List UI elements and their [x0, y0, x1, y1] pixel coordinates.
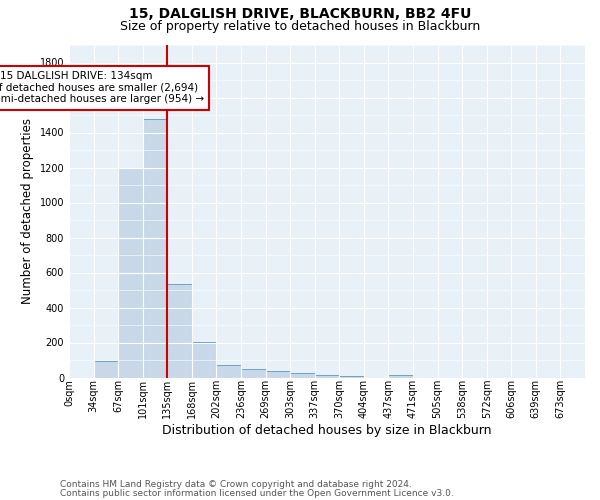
Text: Contains HM Land Registry data © Crown copyright and database right 2024.: Contains HM Land Registry data © Crown c… [60, 480, 412, 489]
X-axis label: Distribution of detached houses by size in Blackburn: Distribution of detached houses by size … [162, 424, 492, 437]
Bar [192, 342, 217, 378]
Bar [315, 375, 339, 378]
Bar [217, 365, 241, 378]
Bar [94, 361, 118, 378]
Bar [339, 376, 364, 378]
Text: Size of property relative to detached houses in Blackburn: Size of property relative to detached ho… [120, 20, 480, 33]
Bar [167, 284, 192, 378]
Text: 15 DALGLISH DRIVE: 134sqm
← 73% of detached houses are smaller (2,694)
26% of se: 15 DALGLISH DRIVE: 134sqm ← 73% of detac… [0, 71, 204, 104]
Bar [143, 118, 167, 378]
Y-axis label: Number of detached properties: Number of detached properties [21, 118, 34, 304]
Bar [388, 375, 413, 378]
Text: Contains public sector information licensed under the Open Government Licence v3: Contains public sector information licen… [60, 488, 454, 498]
Text: 15, DALGLISH DRIVE, BLACKBURN, BB2 4FU: 15, DALGLISH DRIVE, BLACKBURN, BB2 4FU [129, 8, 471, 22]
Bar [241, 369, 266, 378]
Bar [266, 370, 290, 378]
Bar [118, 168, 143, 378]
Bar [290, 372, 315, 378]
